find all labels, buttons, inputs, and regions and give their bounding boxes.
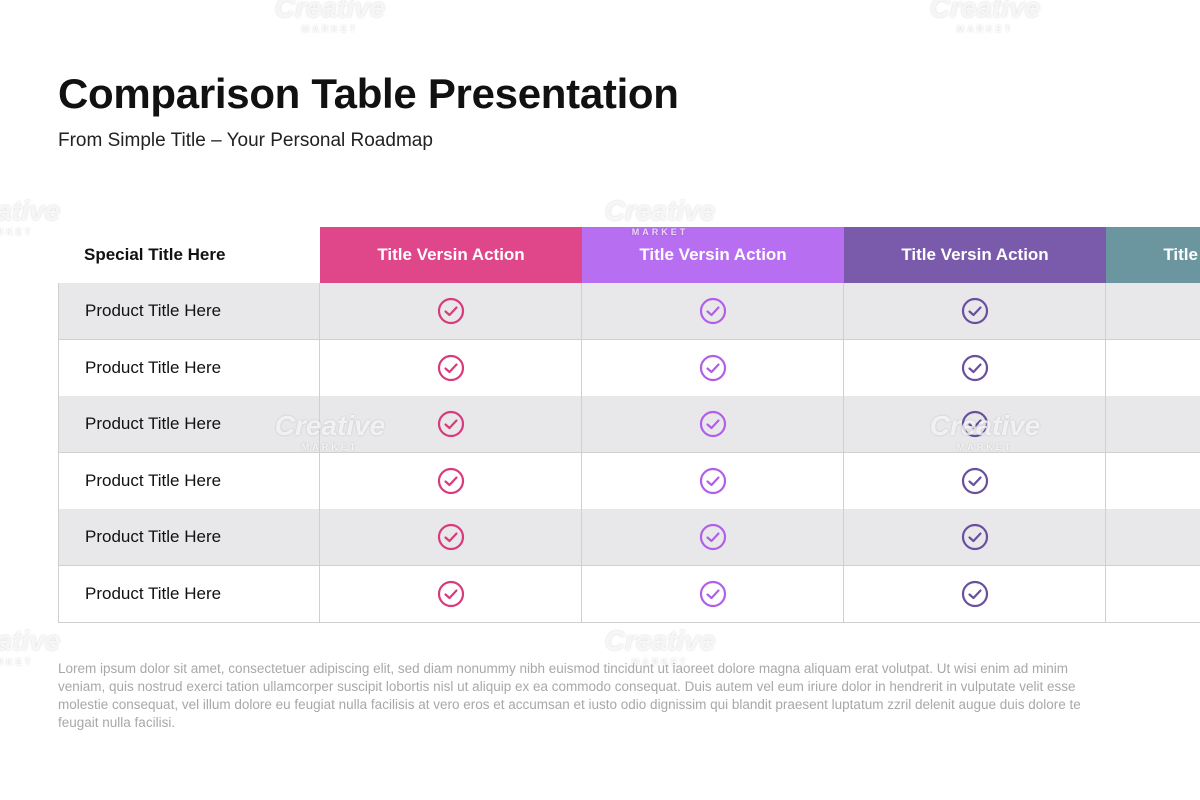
table-cell [582,339,844,397]
table-cell [844,452,1106,510]
check-icon [961,354,988,381]
table-cell [844,509,1106,566]
table-cell [582,509,844,566]
table-cell [844,283,1106,340]
column-header: Title Versin Action [320,227,582,283]
table-cell [844,565,1106,623]
table-cell [1106,565,1200,623]
check-icon [699,297,726,325]
check-icon [961,523,988,551]
check-icon [699,580,726,607]
check-icon [961,580,988,607]
check-icon [437,297,464,325]
table-cell [320,452,582,510]
body-paragraph: Lorem ipsum dolor sit amet, consectetuer… [58,661,1081,730]
column-header: Title Versin Action [844,227,1106,283]
check-icon [699,410,726,438]
check-icon [699,354,726,381]
table-cell [1106,283,1200,340]
slide-subtitle: From Simple Title – Your Personal Roadma… [58,130,433,151]
table-cell [582,283,844,340]
check-icon [961,467,988,494]
check-icon [961,297,988,325]
check-icon [437,467,464,494]
column-header: Title Versin Action [1106,227,1200,283]
table-cell [1106,509,1200,566]
column-header: Title Versin Action [582,227,844,283]
watermark-sub: MARKET [956,24,1014,34]
check-icon [437,410,464,438]
table-cell [320,283,582,340]
table-cell [582,396,844,453]
table-cell [320,339,582,397]
table-cell [844,396,1106,453]
check-icon [699,467,726,494]
row-label: Product Title Here [58,509,320,566]
row-label: Product Title Here [58,396,320,453]
check-icon [437,523,464,551]
table-cell [582,565,844,623]
row-label: Product Title Here [58,339,320,397]
table-cell [320,509,582,566]
row-label: Product Title Here [58,565,320,623]
check-icon [961,410,988,438]
table-cell [1106,396,1200,453]
table-cell [582,452,844,510]
table-cell [320,396,582,453]
table-cell [320,565,582,623]
table-cell [1106,339,1200,397]
row-label: Product Title Here [58,452,320,510]
table-cell [844,339,1106,397]
check-icon [699,523,726,551]
check-icon [437,580,464,607]
corner-header: Special Title Here [84,245,226,264]
watermark-sub: MARKET [301,24,359,34]
check-icon [437,354,464,381]
slide-title: Comparison Table Presentation [58,70,679,117]
row-label: Product Title Here [58,283,320,340]
table-cell [1106,452,1200,510]
